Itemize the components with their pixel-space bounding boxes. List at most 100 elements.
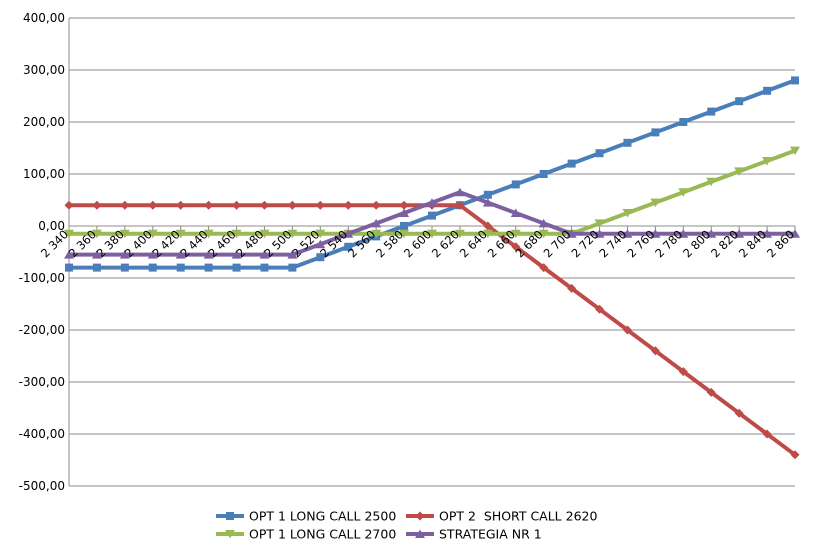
data-point bbox=[260, 263, 269, 272]
data-point bbox=[399, 229, 410, 239]
legend-marker bbox=[225, 530, 235, 539]
legend-marker bbox=[226, 512, 234, 520]
data-point bbox=[371, 229, 382, 239]
data-point bbox=[148, 263, 157, 272]
data-point bbox=[288, 263, 297, 272]
data-point bbox=[175, 250, 186, 259]
data-point bbox=[120, 200, 130, 210]
data-point bbox=[678, 367, 688, 377]
legend-marker bbox=[415, 529, 425, 538]
data-point bbox=[622, 209, 633, 218]
y-tick-label: 0,00 bbox=[38, 219, 65, 233]
legend-item: OPT 2 SHORT CALL 2620 bbox=[406, 509, 597, 524]
y-tick-label: -300,00 bbox=[19, 375, 65, 389]
data-point bbox=[231, 229, 242, 239]
data-point bbox=[65, 263, 73, 272]
data-point bbox=[567, 159, 576, 168]
data-point bbox=[650, 229, 661, 238]
data-point bbox=[791, 76, 799, 85]
data-point bbox=[594, 229, 605, 238]
data-point bbox=[119, 250, 130, 259]
legend: OPT 1 LONG CALL 2500 OPT 2 SHORT CALL 262… bbox=[216, 509, 597, 542]
data-point bbox=[650, 198, 661, 208]
data-point bbox=[454, 229, 465, 239]
legend-item: STRATEGIA NR 1 bbox=[406, 527, 542, 542]
legend-marker bbox=[415, 511, 425, 521]
data-point bbox=[455, 200, 465, 210]
data-point bbox=[734, 167, 745, 176]
data-point bbox=[482, 229, 493, 239]
data-point bbox=[92, 200, 102, 210]
data-point bbox=[287, 200, 297, 210]
data-point bbox=[595, 304, 605, 314]
data-point bbox=[316, 253, 325, 262]
data-point bbox=[763, 86, 772, 95]
data-point bbox=[204, 200, 214, 210]
data-point bbox=[679, 118, 688, 126]
data-point bbox=[539, 263, 549, 273]
data-point bbox=[259, 229, 270, 239]
data-point bbox=[790, 229, 800, 238]
data-point bbox=[399, 208, 410, 217]
data-point bbox=[176, 200, 186, 210]
data-point bbox=[175, 229, 186, 239]
data-point bbox=[176, 263, 185, 272]
data-point bbox=[232, 263, 241, 272]
data-point bbox=[511, 242, 521, 252]
data-point bbox=[147, 229, 158, 239]
data-point bbox=[678, 229, 689, 238]
data-point bbox=[428, 211, 436, 220]
data-point bbox=[510, 208, 521, 217]
data-point bbox=[399, 200, 409, 210]
y-tick-label: 100,00 bbox=[23, 167, 65, 181]
data-point bbox=[64, 229, 74, 239]
y-tick-label: -500,00 bbox=[19, 479, 65, 493]
data-point bbox=[734, 229, 745, 238]
data-point bbox=[148, 200, 158, 210]
series-lines bbox=[64, 76, 800, 460]
legend-label: OPT 1 LONG CALL 2700 bbox=[249, 527, 396, 542]
data-point bbox=[400, 222, 409, 230]
y-tick-label: -400,00 bbox=[19, 427, 65, 441]
data-point bbox=[231, 250, 242, 259]
data-point bbox=[651, 128, 660, 137]
y-tick-label: -200,00 bbox=[19, 323, 65, 337]
data-point bbox=[762, 229, 773, 238]
legend-item: OPT 1 LONG CALL 2700 bbox=[216, 527, 396, 542]
data-point bbox=[64, 250, 74, 259]
data-point bbox=[622, 325, 632, 335]
data-point bbox=[623, 138, 632, 147]
data-point bbox=[762, 157, 773, 166]
legend-item: OPT 1 LONG CALL 2500 bbox=[216, 509, 396, 524]
data-point bbox=[735, 97, 744, 106]
data-point bbox=[91, 250, 102, 259]
data-point bbox=[566, 229, 577, 238]
data-point bbox=[315, 200, 325, 210]
data-point bbox=[707, 107, 716, 116]
data-point bbox=[678, 188, 689, 197]
data-point bbox=[734, 408, 744, 418]
data-point bbox=[343, 200, 353, 210]
data-point bbox=[371, 200, 381, 210]
data-point bbox=[147, 250, 158, 259]
data-point bbox=[567, 283, 577, 293]
data-point bbox=[119, 229, 130, 239]
data-point bbox=[371, 218, 382, 228]
data-point bbox=[204, 263, 213, 272]
data-point bbox=[538, 229, 549, 239]
y-tick-label: 200,00 bbox=[23, 115, 65, 129]
data-point bbox=[315, 239, 326, 249]
data-point bbox=[706, 387, 716, 397]
data-point bbox=[511, 180, 520, 189]
data-point bbox=[650, 346, 660, 356]
data-point bbox=[287, 229, 298, 239]
data-point bbox=[120, 263, 129, 272]
data-point bbox=[203, 250, 214, 259]
y-tick-label: 400,00 bbox=[23, 11, 65, 25]
data-point bbox=[64, 200, 74, 210]
data-point bbox=[595, 149, 604, 158]
data-point bbox=[622, 229, 633, 238]
data-point bbox=[594, 219, 605, 228]
